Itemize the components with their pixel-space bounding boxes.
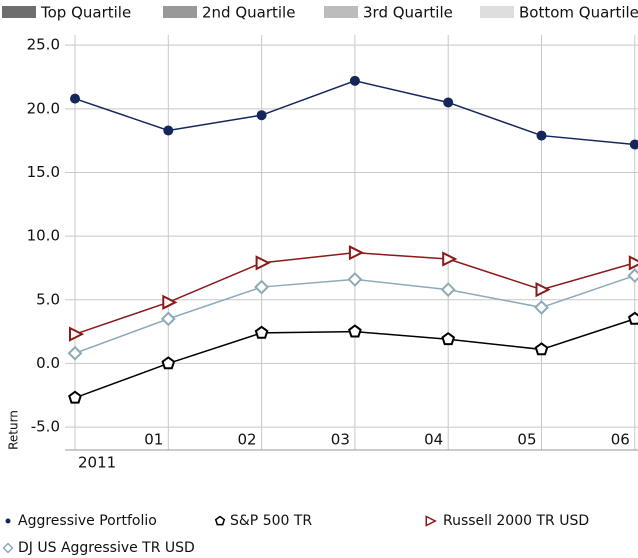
point bbox=[348, 324, 362, 338]
y-tick-label: -5.0 bbox=[31, 418, 60, 436]
legend-label: Aggressive Portfolio bbox=[18, 513, 157, 529]
point bbox=[440, 282, 456, 298]
point bbox=[70, 93, 80, 104]
quartile-swatch bbox=[163, 6, 197, 18]
legend-marker bbox=[2, 542, 14, 554]
quartile-label: Top Quartile bbox=[40, 4, 131, 22]
point bbox=[68, 390, 82, 404]
y-tick-label: 25.0 bbox=[27, 36, 60, 54]
point bbox=[536, 130, 547, 141]
point bbox=[69, 326, 85, 342]
x-tick-label: 05 bbox=[517, 431, 536, 449]
quartile-swatch bbox=[2, 6, 36, 18]
point bbox=[254, 279, 270, 295]
legend-label: S&P 500 TR bbox=[230, 513, 312, 529]
x-tick-label: 02 bbox=[238, 431, 257, 449]
point bbox=[443, 97, 454, 108]
point bbox=[160, 311, 176, 327]
point bbox=[254, 325, 269, 339]
point bbox=[256, 110, 267, 121]
quartile-swatch bbox=[480, 6, 514, 18]
quartile-label: 3rd Quartile bbox=[363, 4, 453, 22]
quartile-label: 2nd Quartile bbox=[202, 4, 295, 22]
point bbox=[255, 255, 271, 271]
legend-label: Russell 2000 TR USD bbox=[443, 513, 589, 529]
x-tick-label: 04 bbox=[424, 431, 443, 449]
point bbox=[348, 245, 365, 261]
y-tick-label: 10.0 bbox=[27, 227, 60, 245]
point bbox=[627, 268, 638, 284]
y-axis-label: Return bbox=[7, 410, 21, 450]
point bbox=[534, 342, 549, 356]
y-tick-label: 20.0 bbox=[27, 99, 60, 117]
point bbox=[441, 332, 456, 346]
point bbox=[535, 281, 551, 298]
legend-marker bbox=[425, 515, 437, 527]
point bbox=[67, 345, 83, 361]
point bbox=[349, 75, 360, 86]
y-tick-label: 5.0 bbox=[36, 290, 60, 308]
quartile-swatch bbox=[324, 6, 358, 18]
point bbox=[442, 251, 458, 267]
point bbox=[627, 311, 638, 325]
x-tick-label: 06 bbox=[611, 431, 630, 449]
point bbox=[161, 356, 176, 370]
y-tick-label: 0.0 bbox=[36, 354, 60, 372]
point bbox=[347, 272, 363, 287]
legend-marker bbox=[5, 518, 11, 524]
x-tick-label: 03 bbox=[331, 431, 350, 449]
x-tick-label: 01 bbox=[144, 431, 163, 449]
legend-marker bbox=[214, 515, 226, 526]
y-tick-label: 15.0 bbox=[27, 163, 60, 181]
x-group-label: 2011 bbox=[78, 454, 116, 472]
legend-label: DJ US Aggressive TR USD bbox=[18, 540, 195, 556]
point bbox=[534, 300, 549, 315]
point bbox=[162, 294, 178, 310]
quartile-label: Bottom Quartile bbox=[519, 4, 638, 22]
point bbox=[629, 139, 638, 150]
point bbox=[628, 255, 638, 271]
point bbox=[163, 125, 174, 136]
